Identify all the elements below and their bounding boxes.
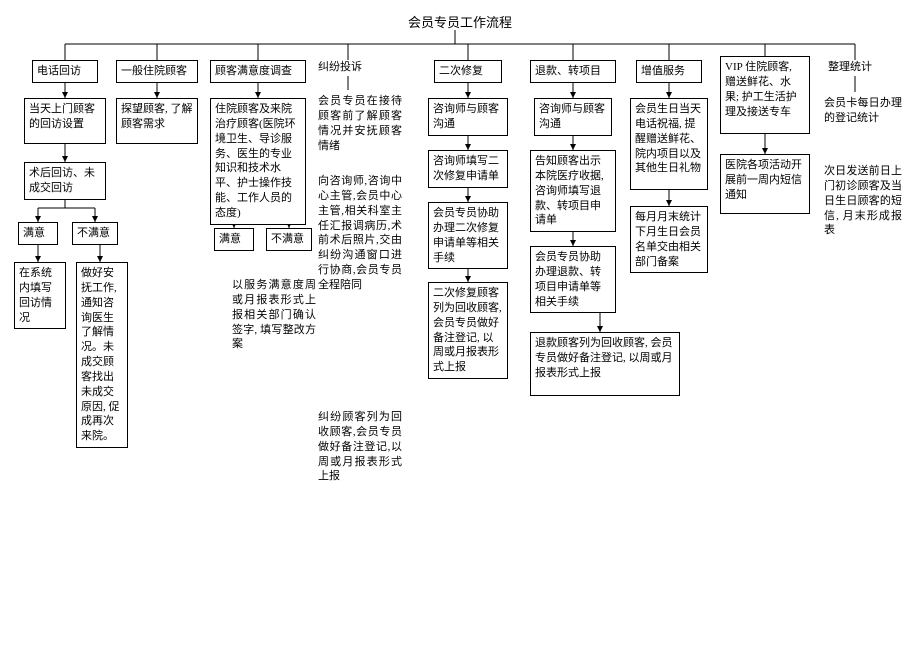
node-n21: 咨询师填写二次修复申请单 (428, 150, 508, 188)
node-n24: 退款、转项目 (530, 60, 616, 83)
node-n33: 医院各项活动开展前一周内短信通知 (720, 154, 810, 214)
node-n12: 满意 (214, 228, 254, 251)
node-n10: 顾客满意度调查 (210, 60, 306, 83)
node-t18: 纠纷顾客列为回收顾客,会员专员做好备注登记,以周或月报表形式上报 (318, 410, 402, 506)
node-t35: 会员卡每日办理的登记统计 (824, 96, 902, 144)
node-n3: 术后回访、未成交回访 (24, 162, 106, 200)
page-title: 会员专员工作流程 (0, 12, 920, 31)
node-n6: 在系统内填写回访情况 (14, 262, 66, 329)
node-n8: 一般住院顾客 (116, 60, 198, 83)
node-n27: 会员专员协助办理退款、转项目申请单等相关手续 (530, 246, 616, 313)
node-t14: 纠纷投诉 (318, 60, 378, 78)
node-n13: 不满意 (266, 228, 312, 251)
node-n22: 会员专员协助办理二次修复申请单等相关手续 (428, 202, 508, 269)
node-t15: 会员专员在接待顾客前了解顾客情况并安抚顾客情绪 (318, 94, 402, 158)
node-n26: 告知顾客出示本院医疗收据, 咨询师填写退款、转项目申请单 (530, 150, 616, 232)
node-n31: 每月月末统计下月生日会员名单交由相关部门备案 (630, 206, 708, 273)
node-t17: 以服务满意度周或月报表形式上报相关部门确认签字, 填写整改方案 (232, 278, 316, 374)
node-n20: 咨询师与顾客沟通 (428, 98, 508, 136)
node-n7: 做好安抚工作, 通知咨询医生了解情况。未成交顾客找出未成交原因, 促成再次来院。 (76, 262, 128, 448)
node-t36: 次日发送前日上门初诊顾客及当日生日顾客的短信, 月末形成报表 (824, 164, 902, 260)
node-n5: 不满意 (72, 222, 118, 245)
node-n32: VIP 住院顾客, 赠送鲜花、水果; 护工生活护理及接送专车 (720, 56, 810, 134)
node-n2: 当天上门顾客的回访设置 (24, 98, 106, 144)
node-n29: 增值服务 (636, 60, 702, 83)
node-n9: 探望顾客, 了解顾客需求 (116, 98, 198, 144)
node-n30: 会员生日当天电话祝福, 提醒赠送鲜花、院内项目以及其他生日礼物 (630, 98, 708, 190)
node-n28: 退款顾客列为回收顾客, 会员专员做好备注登记, 以周或月报表形式上报 (530, 332, 680, 396)
node-t16: 向咨询师,咨询中心主管,会员中心主管,相关科室主任汇报调病历,术前术后照片,交由… (318, 174, 402, 324)
node-n25: 咨询师与顾客沟通 (534, 98, 612, 136)
node-n23: 二次修复顾客列为回收顾客, 会员专员做好备注登记, 以周或月报表形式上报 (428, 282, 508, 379)
node-n19: 二次修复 (434, 60, 502, 83)
node-n1: 电话回访 (32, 60, 98, 83)
node-n4: 满意 (18, 222, 58, 245)
node-t34: 整理统计 (828, 60, 888, 92)
node-n11: 住院顾客及来院治疗顾客(医院环境卫生、导诊服务、医生的专业知识和技术水平、护士操… (210, 98, 306, 225)
